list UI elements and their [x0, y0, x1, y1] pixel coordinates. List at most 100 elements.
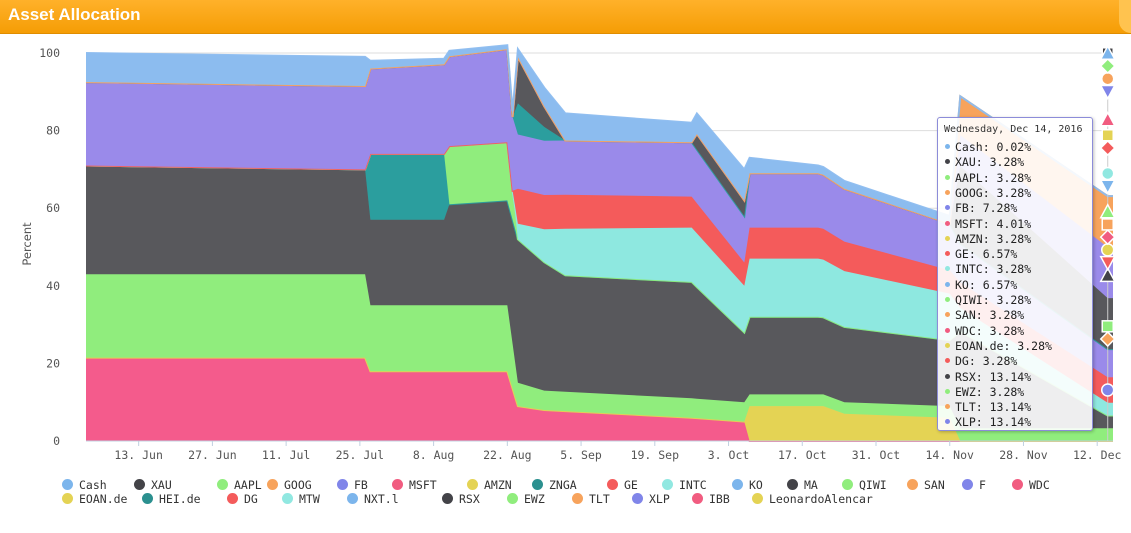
legend-item-leonardoalencar[interactable]: LeonardoAlencar: [752, 492, 873, 506]
tooltip-row: WDC: 3.28%: [945, 324, 1024, 338]
hover-marker: [1099, 111, 1116, 127]
panel-header-corner: [1119, 0, 1131, 33]
x-tick-label: 14. Nov: [925, 448, 974, 462]
x-tick-label: 19. Sep: [631, 448, 680, 462]
legend-swatch: [134, 479, 145, 490]
asset-allocation-chart[interactable]: Percent 0 20 40 60 80 100 13. Jun 27. Jun 11. Ju…: [0, 33, 1131, 478]
area-msft[interactable]: [86, 357, 1113, 441]
x-tick-label: 17. Oct: [778, 448, 826, 462]
legend-label: HEI.de: [159, 492, 201, 506]
legend-label: SAN: [924, 478, 945, 492]
legend-label: GE: [624, 478, 638, 492]
area-fb[interactable]: [86, 49, 1113, 378]
legend-swatch: [227, 493, 238, 504]
tooltip-value: SAN: 3.28%: [955, 308, 1025, 323]
legend-item-hei-de[interactable]: HEI.de: [142, 492, 201, 506]
legend-label: KO: [749, 478, 763, 492]
legend-swatch: [337, 479, 348, 490]
legend-item-goog[interactable]: GOOG: [267, 478, 312, 492]
legend-label: AAPL: [234, 478, 262, 492]
y-tick-label: 100: [39, 46, 60, 60]
legend-item-eoan-de[interactable]: EOAN.de: [62, 492, 127, 506]
tooltip-value: RSX: 13.14%: [955, 369, 1032, 384]
tooltip-value: QIWI: 3.28%: [955, 293, 1032, 307]
legend-label: Cash: [79, 478, 107, 492]
legend-label: LeonardoAlencar: [769, 492, 873, 506]
legend-label: EWZ: [524, 492, 545, 506]
legend-item-nxt-l[interactable]: NXT.l: [347, 492, 399, 506]
legend-item-san[interactable]: SAN: [907, 478, 945, 492]
legend-item-xlp[interactable]: XLP: [632, 492, 670, 506]
area-cash[interactable]: [86, 45, 1113, 224]
x-tick-label: 31. Oct: [852, 448, 900, 462]
legend-item-rsx[interactable]: RSX: [442, 492, 480, 506]
hover-marker: [1100, 71, 1115, 86]
legend-label: MTW: [299, 492, 320, 506]
legend-item-tlt[interactable]: TLT: [572, 492, 610, 506]
x-tick-label: 25. Jul: [336, 448, 384, 462]
legend-swatch: [632, 493, 643, 504]
legend-item-mtw[interactable]: MTW: [282, 492, 320, 506]
legend-item-cash[interactable]: Cash: [62, 478, 107, 492]
tooltip-value: AAPL: 3.28%: [955, 170, 1032, 185]
legend-item-ibb[interactable]: IBB: [692, 492, 730, 506]
x-tick-label: 13. Jun: [114, 448, 162, 462]
y-axis-label: Percent: [20, 222, 34, 266]
area-ge[interactable]: [86, 142, 1113, 403]
legend-item-znga[interactable]: ZNGA: [532, 478, 577, 492]
legend-label: F: [979, 478, 986, 492]
legend-swatch: [787, 479, 798, 490]
legend-swatch: [572, 493, 583, 504]
tooltip-value: GE: 6.57%: [955, 247, 1018, 262]
tooltip-row: GE: 6.57%: [945, 247, 1017, 261]
x-tick-label: 11. Jul: [262, 448, 310, 462]
tooltip-swatch: [945, 144, 950, 149]
legend-item-msft[interactable]: MSFT: [392, 478, 437, 492]
legend-swatch: [732, 479, 743, 490]
tooltip-swatch: [945, 281, 950, 287]
hover-markers: [1099, 44, 1116, 441]
legend-swatch: [1012, 479, 1023, 490]
legend-item-intc[interactable]: INTC: [662, 478, 707, 492]
chart-plot-area[interactable]: [85, 44, 1113, 442]
tooltip-swatch: [945, 312, 950, 318]
tooltip-row: AAPL: 3.28%: [945, 171, 1031, 185]
tooltip-value: EWZ: 3.28%: [955, 384, 1025, 399]
tooltip-swatch: [945, 327, 950, 333]
legend-swatch: [752, 493, 763, 504]
area-xau[interactable]: [86, 165, 1113, 429]
legend-item-fb[interactable]: FB: [337, 478, 368, 492]
x-tick-label: 3. Oct: [708, 448, 750, 462]
legend-item-amzn[interactable]: AMZN: [467, 478, 512, 492]
legend-item-dg[interactable]: DG: [227, 492, 258, 506]
area-aapl[interactable]: [86, 274, 1113, 441]
x-tick-label: 12. Dec: [1073, 448, 1121, 462]
tooltip-value: KO: 6.57%: [955, 277, 1018, 292]
hover-marker: [1099, 266, 1116, 283]
legend-item-aapl[interactable]: AAPL: [217, 478, 262, 492]
legend-item-ewz[interactable]: EWZ: [507, 492, 545, 506]
hover-marker: [1099, 330, 1116, 348]
y-tick-label: 40: [46, 279, 60, 293]
line-cash: [85, 44, 1113, 218]
legend-item-ma[interactable]: MA: [787, 478, 818, 492]
legend-item-xau[interactable]: XAU: [134, 478, 172, 492]
area-eoan-de[interactable]: [86, 357, 1113, 441]
legend-item-qiwi[interactable]: QIWI: [842, 478, 887, 492]
legend-label: DG: [244, 492, 258, 506]
tooltip-swatch: [945, 266, 950, 272]
tooltip-value: MSFT: 4.01%: [955, 216, 1032, 231]
tooltip-row: FB: 7.28%: [945, 201, 1017, 215]
legend-item-ge[interactable]: GE: [607, 478, 638, 492]
tooltip-row: INTC: 3.28%: [945, 262, 1031, 276]
legend-item-wdc[interactable]: WDC: [1012, 478, 1050, 492]
y-tick-label: 0: [53, 434, 60, 448]
tooltip-value: WDC: 3.28%: [955, 323, 1025, 338]
legend-item-f[interactable]: F: [962, 478, 986, 492]
tooltip-value: XLP: 13.14%: [955, 415, 1032, 430]
tooltip-row: QIWI: 3.28%: [945, 293, 1031, 307]
legend-item-ko[interactable]: KO: [732, 478, 763, 492]
tooltip-swatch: [945, 174, 950, 180]
y-tick-label: 60: [46, 201, 60, 215]
tooltip-row: EWZ: 3.28%: [945, 385, 1024, 399]
